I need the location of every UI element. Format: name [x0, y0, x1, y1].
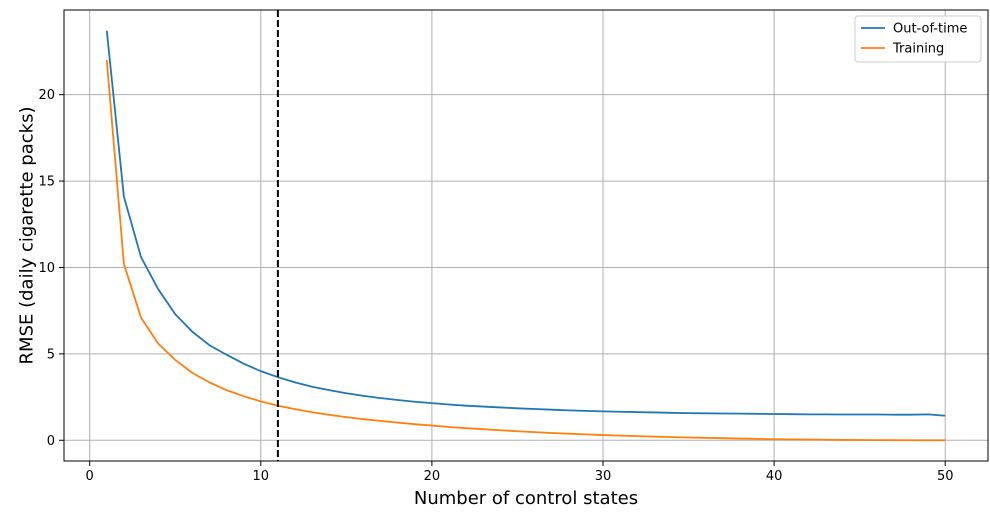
y-tick-label: 5 [47, 347, 55, 362]
legend-box [854, 15, 982, 63]
x-tick-label: 0 [86, 469, 94, 484]
y-tick-label: 15 [38, 175, 55, 190]
x-axis-label: Number of control states [414, 488, 638, 509]
legend-label: Out-of-time [893, 22, 967, 37]
x-tick-label: 50 [937, 469, 954, 484]
x-tick-label: 40 [766, 469, 783, 484]
x-tick-label: 30 [595, 469, 612, 484]
y-tick-label: 20 [38, 88, 55, 103]
series-lines [105, 30, 946, 442]
legend: Out-of-time Training [854, 15, 982, 63]
y-tick-label: 0 [47, 434, 55, 449]
y-axis-label: RMSE (daily cigarette packs) [17, 107, 38, 365]
x-tick-label: 20 [424, 469, 441, 484]
grid [64, 10, 988, 461]
series-line-1 [105, 60, 946, 442]
series-line-0 [105, 30, 946, 417]
axis-ticks: 0 10 20 30 40 50 0 5 10 15 20 [38, 88, 953, 484]
y-tick-label: 10 [38, 261, 55, 276]
plot-frame [63, 9, 989, 462]
legend-label: Training [892, 42, 944, 57]
x-tick-label: 10 [253, 469, 270, 484]
